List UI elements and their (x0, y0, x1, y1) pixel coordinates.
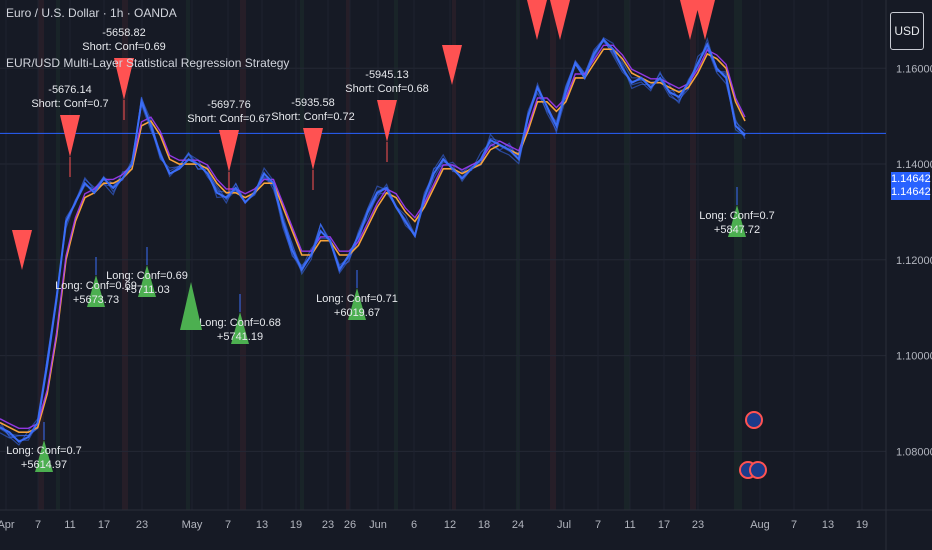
short-signal-label: Short: Conf=0.72 (271, 111, 354, 123)
long-signal-pnl: +5741.19 (217, 331, 263, 343)
long-signal-marker (348, 288, 366, 320)
x-tick-label: 17 (98, 519, 110, 531)
x-tick-label: 7 (595, 519, 601, 531)
session-band (38, 0, 44, 510)
session-band (690, 0, 696, 510)
price-series-noise (0, 36, 746, 441)
symbol-title: Euro / U.S. Dollar · 1h · OANDA (6, 6, 177, 20)
long-signal-marker (231, 312, 249, 344)
x-tick-label: 13 (256, 519, 268, 531)
short-signal-marker (12, 230, 32, 270)
x-tick-label: 6 (411, 519, 417, 531)
long-signal-marker (35, 440, 53, 472)
slow-ma-line (0, 44, 746, 429)
x-tick-label: 11 (624, 519, 635, 531)
x-tick-label: 12 (444, 519, 456, 531)
short-signal-pnl: -5697.76 (207, 99, 250, 111)
long-signal-label: Long: Conf=0.68 (199, 317, 281, 329)
x-tick-label: 23 (322, 519, 334, 531)
long-signal-pnl: +5847.72 (714, 224, 760, 236)
y-tick-label: 1.08000 (896, 446, 932, 458)
short-signal-label: Short: Conf=0.69 (82, 41, 165, 53)
x-tick-label: 23 (692, 519, 704, 531)
long-signal-pnl: +5673.73 (73, 294, 119, 306)
x-tick-label: 7 (791, 519, 797, 531)
short-signal-marker (695, 0, 715, 40)
long-signal-label: Long: Conf=0.7 (6, 445, 82, 457)
short-signal-marker (680, 0, 700, 40)
x-tick-label: 19 (290, 519, 302, 531)
x-tick-label: 26 (344, 519, 356, 531)
price-series-noise (0, 39, 746, 446)
event-flag-icon (745, 411, 763, 429)
short-signal-marker (550, 0, 570, 40)
long-signal-label: Long: Conf=0.69 (55, 280, 137, 292)
short-signal-label: Short: Conf=0.68 (345, 83, 428, 95)
short-signal-label: Short: Conf=0.67 (187, 113, 270, 125)
short-signal-pnl: -5935.58 (291, 97, 334, 109)
x-tick-label: Jun (369, 519, 387, 531)
x-tick-label: May (182, 519, 203, 531)
session-band (394, 0, 398, 510)
long-signal-marker (138, 265, 156, 297)
x-tick-label: 11 (64, 519, 75, 531)
x-tick-label: Aug (750, 519, 770, 531)
x-tick-label: 18 (478, 519, 490, 531)
long-signal-pnl: +6019.67 (334, 307, 380, 319)
y-tick-label: 1.16000 (896, 63, 932, 75)
short-signal-label: Short: Conf=0.7 (31, 98, 108, 110)
x-tick-label: 24 (512, 519, 524, 531)
session-band (186, 0, 190, 510)
x-tick-label: 13 (822, 519, 834, 531)
price-series-line (0, 38, 746, 443)
long-signal-label: Long: Conf=0.69 (106, 270, 188, 282)
short-signal-pnl: -5658.82 (102, 27, 145, 39)
current-price-value: 1.14642 (891, 173, 931, 185)
session-band (56, 0, 60, 510)
short-signal-pnl: -5945.13 (365, 69, 408, 81)
short-signal-marker (442, 45, 462, 85)
short-signal-marker (219, 130, 239, 172)
x-tick-label: 19 (856, 519, 868, 531)
short-signal-pnl: -5676.14 (48, 84, 91, 96)
short-signal-marker (60, 115, 80, 157)
current-price-subvalue: 1.14642 (891, 186, 931, 198)
long-signal-marker (180, 282, 202, 330)
y-tick-label: 1.10000 (896, 351, 932, 363)
long-signal-pnl: +5711.03 (124, 284, 169, 296)
x-tick-label: 7 (35, 519, 41, 531)
x-tick-label: 17 (658, 519, 670, 531)
session-band (240, 0, 246, 510)
price-series-noise (0, 40, 746, 439)
session-band (122, 0, 128, 510)
x-tick-label: Apr (0, 519, 15, 531)
x-tick-label: 23 (136, 519, 148, 531)
long-signal-marker (87, 275, 105, 307)
short-signal-marker (527, 0, 547, 40)
short-signal-marker (114, 58, 134, 100)
short-signal-marker (377, 100, 397, 142)
session-band (452, 0, 456, 510)
long-signal-label: Long: Conf=0.7 (699, 210, 775, 222)
current-price-badge: 1.14642 1.14642 (891, 172, 931, 200)
session-band (734, 0, 742, 510)
fast-ma-line (0, 48, 746, 433)
x-tick-label: 7 (225, 519, 231, 531)
price-series-noise (0, 36, 746, 437)
y-tick-label: 1.14000 (896, 159, 932, 171)
short-signal-marker (303, 128, 323, 170)
x-tick-label: Jul (557, 519, 571, 531)
session-band (624, 0, 630, 510)
event-flag-icon (749, 461, 767, 479)
y-tick-label: 1.12000 (896, 255, 932, 267)
long-signal-marker (728, 205, 746, 237)
long-signal-label: Long: Conf=0.71 (316, 293, 398, 305)
strategy-title[interactable]: EUR/USD Multi-Layer Statistical Regressi… (6, 56, 290, 70)
long-signal-pnl: +5614.97 (21, 459, 67, 471)
session-band (550, 0, 556, 510)
currency-button[interactable]: USD (890, 12, 924, 50)
